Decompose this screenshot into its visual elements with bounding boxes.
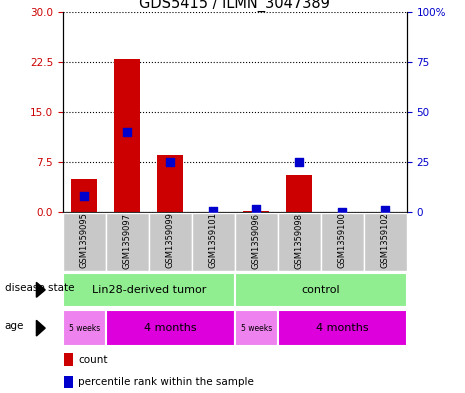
Bar: [149, 213, 192, 270]
Point: [339, 208, 346, 215]
Text: 4 months: 4 months: [144, 323, 197, 333]
Title: GDS5415 / ILMN_3047389: GDS5415 / ILMN_3047389: [140, 0, 330, 12]
Bar: [65, 353, 73, 366]
Text: 5 weeks: 5 weeks: [241, 324, 272, 332]
Text: control: control: [301, 285, 340, 295]
Text: GSM1359097: GSM1359097: [123, 213, 132, 268]
Bar: [200, 211, 226, 212]
Bar: [157, 155, 183, 212]
Text: disease state: disease state: [5, 283, 74, 293]
Text: 5 weeks: 5 weeks: [69, 324, 100, 332]
Text: GSM1359099: GSM1359099: [166, 213, 175, 268]
Text: percentile rank within the sample: percentile rank within the sample: [78, 377, 254, 387]
Text: GSM1359096: GSM1359096: [252, 213, 261, 268]
Bar: [65, 376, 73, 388]
Polygon shape: [36, 282, 45, 297]
Text: count: count: [78, 354, 108, 365]
Text: GSM1359095: GSM1359095: [80, 213, 89, 268]
Text: GSM1359102: GSM1359102: [381, 213, 390, 268]
Bar: [278, 310, 407, 346]
Bar: [72, 179, 97, 212]
Text: age: age: [5, 321, 24, 331]
Bar: [364, 213, 407, 270]
Bar: [63, 310, 106, 346]
Bar: [192, 213, 235, 270]
Point: [80, 193, 88, 199]
Bar: [286, 175, 312, 212]
Point: [252, 206, 260, 212]
Point: [382, 207, 389, 213]
Point: [124, 129, 131, 135]
Text: GSM1359098: GSM1359098: [295, 213, 304, 268]
Bar: [235, 213, 278, 270]
Bar: [63, 273, 235, 307]
Bar: [329, 211, 355, 212]
Bar: [321, 213, 364, 270]
Bar: [235, 310, 278, 346]
Bar: [278, 213, 321, 270]
Bar: [106, 213, 149, 270]
Bar: [63, 213, 106, 270]
Bar: [372, 211, 398, 212]
Point: [166, 159, 174, 165]
Text: GSM1359100: GSM1359100: [338, 213, 347, 268]
Text: 4 months: 4 months: [316, 323, 369, 333]
Point: [210, 208, 217, 214]
Point: [296, 159, 303, 165]
Text: GSM1359101: GSM1359101: [209, 213, 218, 268]
Bar: [114, 59, 140, 212]
Polygon shape: [36, 320, 45, 336]
Text: Lin28-derived tumor: Lin28-derived tumor: [92, 285, 206, 295]
Bar: [244, 211, 269, 212]
Bar: [106, 310, 235, 346]
Bar: [235, 273, 407, 307]
